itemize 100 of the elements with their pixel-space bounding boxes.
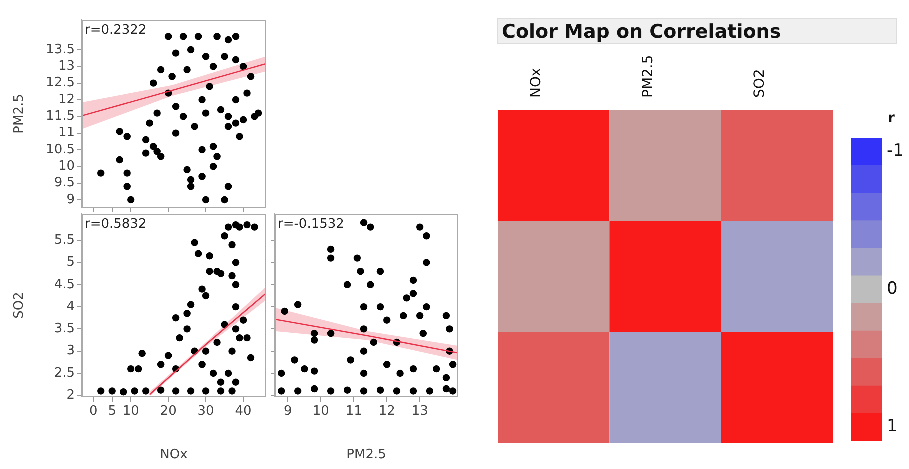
point (184, 310, 191, 318)
point (376, 268, 384, 276)
point (138, 350, 146, 358)
color-bar-title: r (888, 110, 895, 127)
point (278, 370, 286, 378)
point (393, 388, 401, 395)
x-tick-label: 12 (378, 404, 396, 420)
color-bar-label: -1 (887, 141, 904, 162)
x-axis-title: NOx (160, 448, 188, 463)
point (344, 386, 352, 394)
y-axis-title: SO2 (12, 292, 28, 319)
point (442, 385, 450, 393)
point (360, 370, 368, 378)
point (187, 388, 195, 395)
point (224, 224, 232, 231)
x-tick-label: 30 (198, 404, 214, 420)
point (172, 314, 180, 322)
y-tick-label: 11.5 (46, 109, 75, 124)
point (142, 388, 150, 395)
point (164, 352, 172, 360)
point (442, 374, 450, 382)
point (232, 378, 240, 386)
x-tick-label: 9 (284, 404, 292, 420)
point (108, 388, 116, 395)
x-axis-title: PM2.5 (346, 448, 386, 463)
point (423, 259, 430, 266)
point (357, 268, 364, 276)
point (157, 386, 165, 394)
point (202, 348, 210, 355)
point (327, 330, 335, 338)
point (420, 330, 427, 338)
point (191, 239, 198, 246)
y-tick-label: 2 (66, 388, 75, 404)
point (244, 334, 251, 342)
annotation: r=-0.1532 (278, 216, 344, 232)
point (240, 316, 248, 324)
point (217, 270, 225, 278)
point (127, 365, 135, 373)
y-tick-label: 4 (66, 299, 75, 314)
point (98, 388, 105, 395)
point (403, 294, 410, 302)
point (294, 388, 302, 395)
y-tick-label: 2.5 (54, 366, 75, 381)
y-tick-label: 10 (58, 159, 75, 174)
point (232, 259, 240, 266)
y-tick-label: 9 (66, 192, 75, 208)
point (327, 246, 335, 254)
point (410, 365, 418, 373)
chart-title: Color Map on Correlations (497, 18, 897, 44)
point (224, 370, 232, 378)
point (376, 303, 384, 311)
point (442, 312, 450, 320)
point (410, 388, 418, 395)
point (244, 221, 251, 229)
point (370, 338, 378, 346)
x-tick-label: 13 (412, 404, 428, 420)
point (228, 272, 236, 280)
point (416, 312, 424, 320)
x-tick-label: 5 (108, 404, 116, 420)
point (228, 388, 236, 395)
point (236, 224, 244, 231)
y-tick-label: 3 (66, 344, 75, 359)
point (327, 254, 335, 262)
point (400, 312, 408, 320)
point (410, 290, 418, 298)
y-tick-label: 11 (58, 126, 75, 141)
point (416, 224, 424, 231)
x-tick-label: 40 (235, 404, 252, 420)
color-bar-label: 0 (887, 278, 898, 299)
point (423, 232, 430, 240)
point (360, 219, 368, 226)
point (228, 348, 236, 355)
point (232, 326, 240, 333)
point (202, 388, 210, 395)
point (310, 385, 318, 393)
point (172, 388, 180, 395)
point (228, 241, 236, 249)
point (198, 361, 206, 368)
point (354, 254, 362, 262)
x-tick-label: NOx (528, 68, 545, 98)
point (310, 336, 318, 344)
point (449, 388, 457, 395)
x-tick-label: 20 (160, 404, 177, 420)
point (367, 224, 374, 231)
y-tick-label: 5.5 (54, 232, 75, 248)
y-tick-label: 9.5 (54, 176, 75, 191)
y-tick-label: 3.5 (54, 322, 75, 337)
point (291, 356, 298, 364)
point (360, 388, 368, 395)
point (206, 252, 214, 260)
point (202, 292, 210, 300)
y-axis-title: PM2.5 (12, 94, 28, 134)
point (217, 388, 225, 395)
point (157, 361, 165, 368)
point (301, 365, 308, 373)
point (206, 268, 214, 276)
point (360, 348, 368, 355)
point (432, 365, 440, 373)
y-tick-label: 10.5 (46, 142, 75, 158)
x-tick-label: 10 (312, 404, 330, 420)
